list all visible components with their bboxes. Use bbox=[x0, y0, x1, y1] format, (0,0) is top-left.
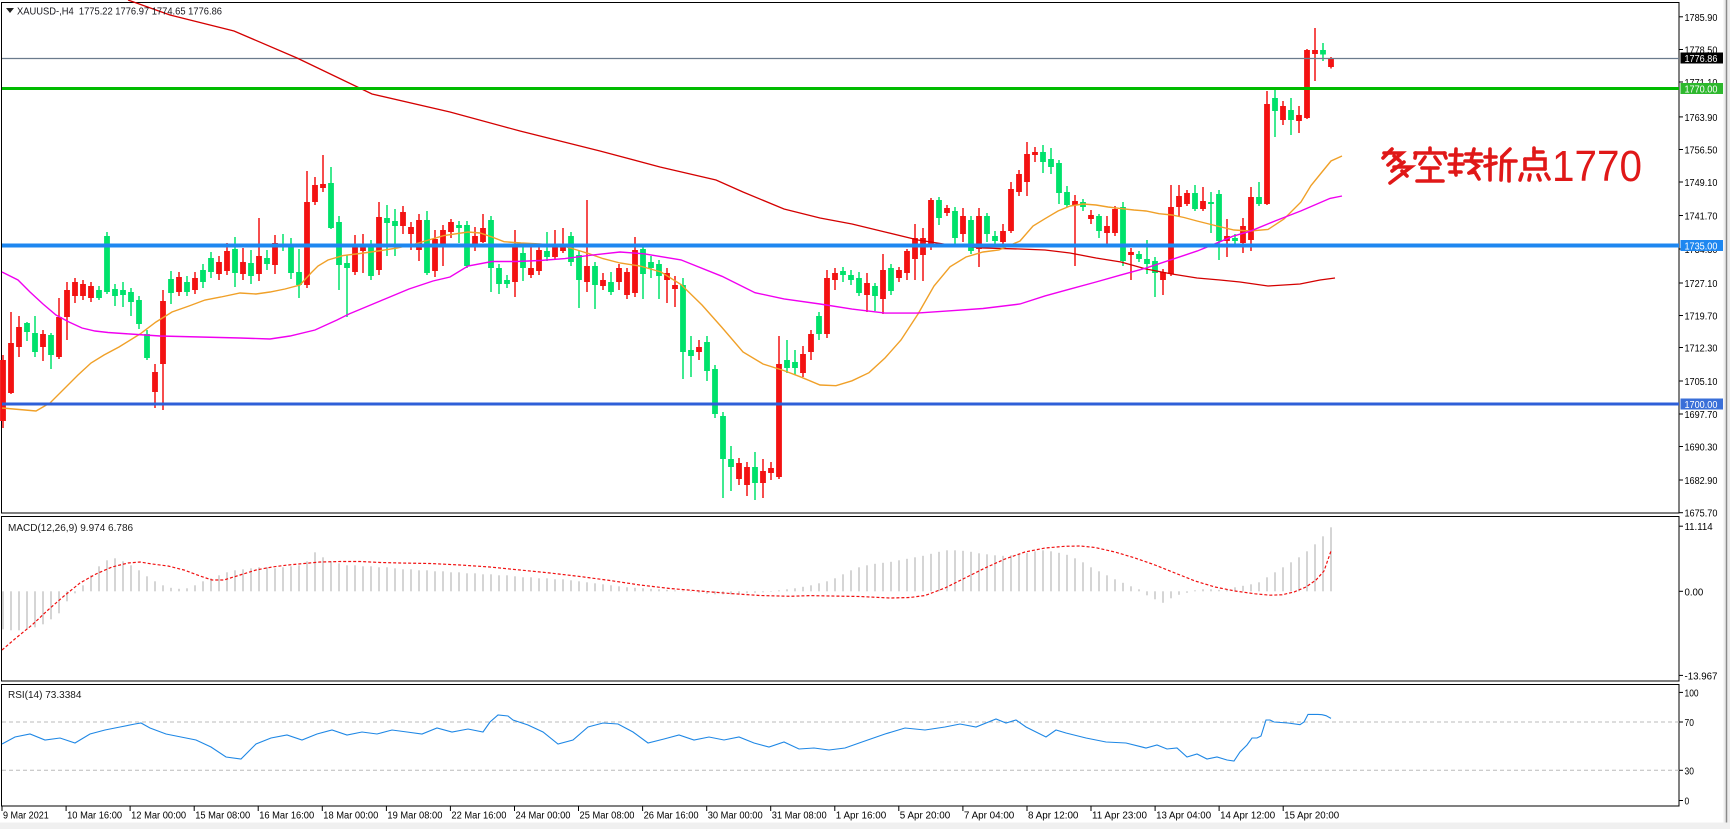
svg-text:1705.10: 1705.10 bbox=[1685, 377, 1718, 388]
svg-text:1712.30: 1712.30 bbox=[1685, 344, 1718, 355]
svg-text:24 Mar 00:00: 24 Mar 00:00 bbox=[516, 811, 571, 822]
svg-text:1697.70: 1697.70 bbox=[1685, 410, 1718, 421]
svg-text:1756.50: 1756.50 bbox=[1685, 146, 1718, 157]
svg-text:1785.90: 1785.90 bbox=[1685, 13, 1718, 24]
svg-text:30: 30 bbox=[1685, 766, 1695, 777]
svg-text:15 Apr 20:00: 15 Apr 20:00 bbox=[1284, 811, 1339, 822]
svg-text:1690.30: 1690.30 bbox=[1685, 443, 1718, 454]
svg-text:1776.86: 1776.86 bbox=[1685, 54, 1718, 65]
svg-text:1682.90: 1682.90 bbox=[1685, 476, 1718, 487]
svg-text:9 Mar 2021: 9 Mar 2021 bbox=[3, 811, 49, 822]
svg-text:11.114: 11.114 bbox=[1685, 522, 1714, 533]
svg-text:5 Apr 20:00: 5 Apr 20:00 bbox=[900, 811, 951, 822]
svg-text:14 Apr 12:00: 14 Apr 12:00 bbox=[1220, 811, 1275, 822]
svg-text:1770.00: 1770.00 bbox=[1685, 84, 1718, 95]
svg-text:1735.00: 1735.00 bbox=[1685, 241, 1718, 252]
svg-text:12 Mar 00:00: 12 Mar 00:00 bbox=[131, 811, 186, 822]
svg-text:100: 100 bbox=[1685, 688, 1699, 699]
svg-text:31 Mar 08:00: 31 Mar 08:00 bbox=[772, 811, 827, 822]
svg-text:15 Mar 08:00: 15 Mar 08:00 bbox=[195, 811, 250, 822]
svg-text:16 Mar 16:00: 16 Mar 16:00 bbox=[259, 811, 314, 822]
svg-text:1675.70: 1675.70 bbox=[1685, 509, 1718, 520]
svg-text:11 Apr 23:00: 11 Apr 23:00 bbox=[1092, 811, 1147, 822]
svg-text:10 Mar 16:00: 10 Mar 16:00 bbox=[67, 811, 122, 822]
svg-text:1727.10: 1727.10 bbox=[1685, 279, 1718, 290]
svg-text:1763.90: 1763.90 bbox=[1685, 113, 1718, 124]
svg-text:18 Mar 00:00: 18 Mar 00:00 bbox=[323, 811, 378, 822]
svg-text:19 Mar 08:00: 19 Mar 08:00 bbox=[387, 811, 442, 822]
svg-text:1741.70: 1741.70 bbox=[1685, 212, 1718, 223]
svg-text:25 Mar 08:00: 25 Mar 08:00 bbox=[580, 811, 635, 822]
svg-text:1749.10: 1749.10 bbox=[1685, 178, 1718, 189]
svg-text:22 Mar 16:00: 22 Mar 16:00 bbox=[451, 811, 506, 822]
svg-text:0: 0 bbox=[1685, 797, 1690, 808]
svg-text:13 Apr 04:00: 13 Apr 04:00 bbox=[1156, 811, 1211, 822]
svg-text:-13.967: -13.967 bbox=[1685, 671, 1718, 682]
svg-text:1719.70: 1719.70 bbox=[1685, 312, 1718, 323]
svg-text:1700.00: 1700.00 bbox=[1685, 400, 1718, 411]
svg-text:70: 70 bbox=[1685, 718, 1695, 729]
svg-text:RSI(14) 73.3384: RSI(14) 73.3384 bbox=[8, 690, 82, 701]
svg-text:30 Mar 00:00: 30 Mar 00:00 bbox=[708, 811, 763, 822]
svg-text:8 Apr 12:00: 8 Apr 12:00 bbox=[1028, 811, 1079, 822]
svg-text:26 Mar 16:00: 26 Mar 16:00 bbox=[644, 811, 699, 822]
svg-text:0.00: 0.00 bbox=[1685, 587, 1704, 598]
svg-text:1770: 1770 bbox=[1552, 142, 1642, 191]
svg-text:MACD(12,26,9) 9.974 6.786: MACD(12,26,9) 9.974 6.786 bbox=[8, 523, 134, 534]
svg-text:1778.50: 1778.50 bbox=[1685, 46, 1718, 57]
svg-text:7 Apr 04:00: 7 Apr 04:00 bbox=[964, 811, 1015, 822]
svg-text:XAUUSD-,H4 1775.22 1776.97 17: XAUUSD-,H4 1775.22 1776.97 1774.65 1776.… bbox=[17, 6, 222, 18]
svg-text:1 Apr 16:00: 1 Apr 16:00 bbox=[836, 811, 887, 822]
